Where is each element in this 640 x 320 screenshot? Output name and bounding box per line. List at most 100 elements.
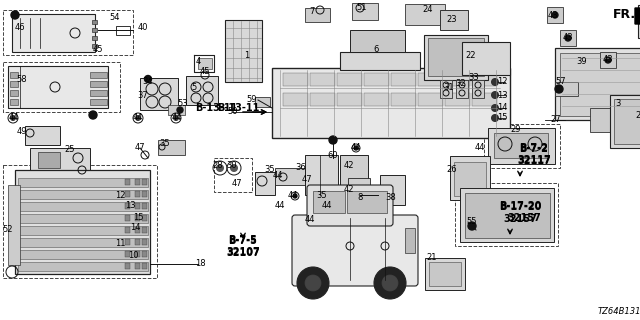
Bar xyxy=(198,58,212,69)
Text: 57: 57 xyxy=(556,77,566,86)
Bar xyxy=(472,93,497,106)
Bar xyxy=(18,250,148,259)
Bar xyxy=(352,3,378,20)
Text: 35: 35 xyxy=(265,165,275,174)
Bar xyxy=(90,99,107,105)
Bar xyxy=(255,97,270,107)
Circle shape xyxy=(89,111,97,119)
Text: 43: 43 xyxy=(603,55,613,65)
Text: 4: 4 xyxy=(195,58,200,67)
Text: 26: 26 xyxy=(447,165,458,174)
Bar xyxy=(125,239,130,245)
Circle shape xyxy=(136,116,141,121)
Text: 24: 24 xyxy=(423,5,433,14)
Bar xyxy=(428,38,484,76)
Bar xyxy=(614,99,640,144)
Text: 45: 45 xyxy=(200,68,211,76)
Text: 44: 44 xyxy=(273,171,284,180)
Bar xyxy=(484,124,560,168)
Bar xyxy=(142,227,147,233)
Bar xyxy=(125,191,130,197)
Bar xyxy=(405,228,415,253)
Bar xyxy=(472,80,484,98)
Bar xyxy=(590,108,625,132)
Bar xyxy=(305,8,330,22)
Circle shape xyxy=(145,76,152,83)
Text: 44: 44 xyxy=(322,201,332,210)
Bar xyxy=(140,78,178,110)
Text: 10: 10 xyxy=(128,252,138,260)
Bar xyxy=(15,170,150,274)
Circle shape xyxy=(374,267,406,299)
Text: 39: 39 xyxy=(577,58,588,67)
Text: 2: 2 xyxy=(636,110,640,119)
Bar xyxy=(135,191,140,197)
Circle shape xyxy=(492,92,499,99)
Bar xyxy=(142,215,147,221)
Circle shape xyxy=(552,12,558,18)
Bar xyxy=(18,190,148,199)
Text: 44: 44 xyxy=(9,114,19,123)
Text: 42: 42 xyxy=(344,161,355,170)
Bar xyxy=(142,191,147,197)
Text: 30: 30 xyxy=(227,161,237,170)
Text: 32117: 32117 xyxy=(517,155,551,165)
Text: B-7-2: B-7-2 xyxy=(520,143,548,153)
Text: 5: 5 xyxy=(191,84,196,92)
Bar xyxy=(348,178,370,205)
Bar xyxy=(135,239,140,245)
Bar xyxy=(18,238,148,247)
Bar xyxy=(555,82,578,96)
Text: 59: 59 xyxy=(247,95,257,105)
Text: 28: 28 xyxy=(212,161,223,170)
Bar xyxy=(10,81,18,87)
Bar xyxy=(10,72,18,78)
Circle shape xyxy=(308,218,312,222)
Text: 44: 44 xyxy=(305,215,316,225)
Bar xyxy=(560,30,576,46)
Text: 32117: 32117 xyxy=(517,156,551,166)
Text: 36: 36 xyxy=(296,164,307,172)
FancyBboxPatch shape xyxy=(292,215,418,286)
Text: B-7-2: B-7-2 xyxy=(520,144,548,154)
Bar xyxy=(92,36,97,40)
Bar xyxy=(135,227,140,233)
Bar xyxy=(418,73,443,86)
Text: 15: 15 xyxy=(132,213,143,222)
Bar xyxy=(92,28,97,32)
Text: TZ64B1312A: TZ64B1312A xyxy=(598,308,640,316)
Circle shape xyxy=(305,275,321,291)
Bar xyxy=(305,155,338,195)
Bar xyxy=(142,263,147,269)
Bar xyxy=(272,68,510,138)
Circle shape xyxy=(216,164,223,172)
Bar xyxy=(340,52,420,70)
Text: 29: 29 xyxy=(511,125,521,134)
Bar xyxy=(90,90,107,96)
Circle shape xyxy=(380,194,384,198)
Bar xyxy=(168,105,185,115)
Text: 42: 42 xyxy=(344,186,355,195)
Bar xyxy=(10,90,18,96)
Text: 23: 23 xyxy=(447,15,458,25)
Bar xyxy=(3,165,157,278)
Text: 47: 47 xyxy=(301,175,312,185)
Bar xyxy=(116,26,130,35)
Text: 43: 43 xyxy=(563,34,573,43)
Bar xyxy=(425,258,465,290)
Circle shape xyxy=(11,11,19,19)
Text: 51: 51 xyxy=(356,4,367,12)
Text: 13: 13 xyxy=(497,91,508,100)
Circle shape xyxy=(492,78,499,85)
Text: B-13-11: B-13-11 xyxy=(196,103,238,113)
Text: 52: 52 xyxy=(3,226,13,235)
Text: 54: 54 xyxy=(109,13,120,22)
Text: 14: 14 xyxy=(497,103,508,113)
Circle shape xyxy=(468,222,476,230)
Text: 11: 11 xyxy=(115,238,125,247)
Bar xyxy=(90,81,107,87)
Bar xyxy=(8,66,108,108)
Bar xyxy=(494,133,548,158)
Text: 32157: 32157 xyxy=(503,214,537,224)
Bar xyxy=(375,188,395,205)
